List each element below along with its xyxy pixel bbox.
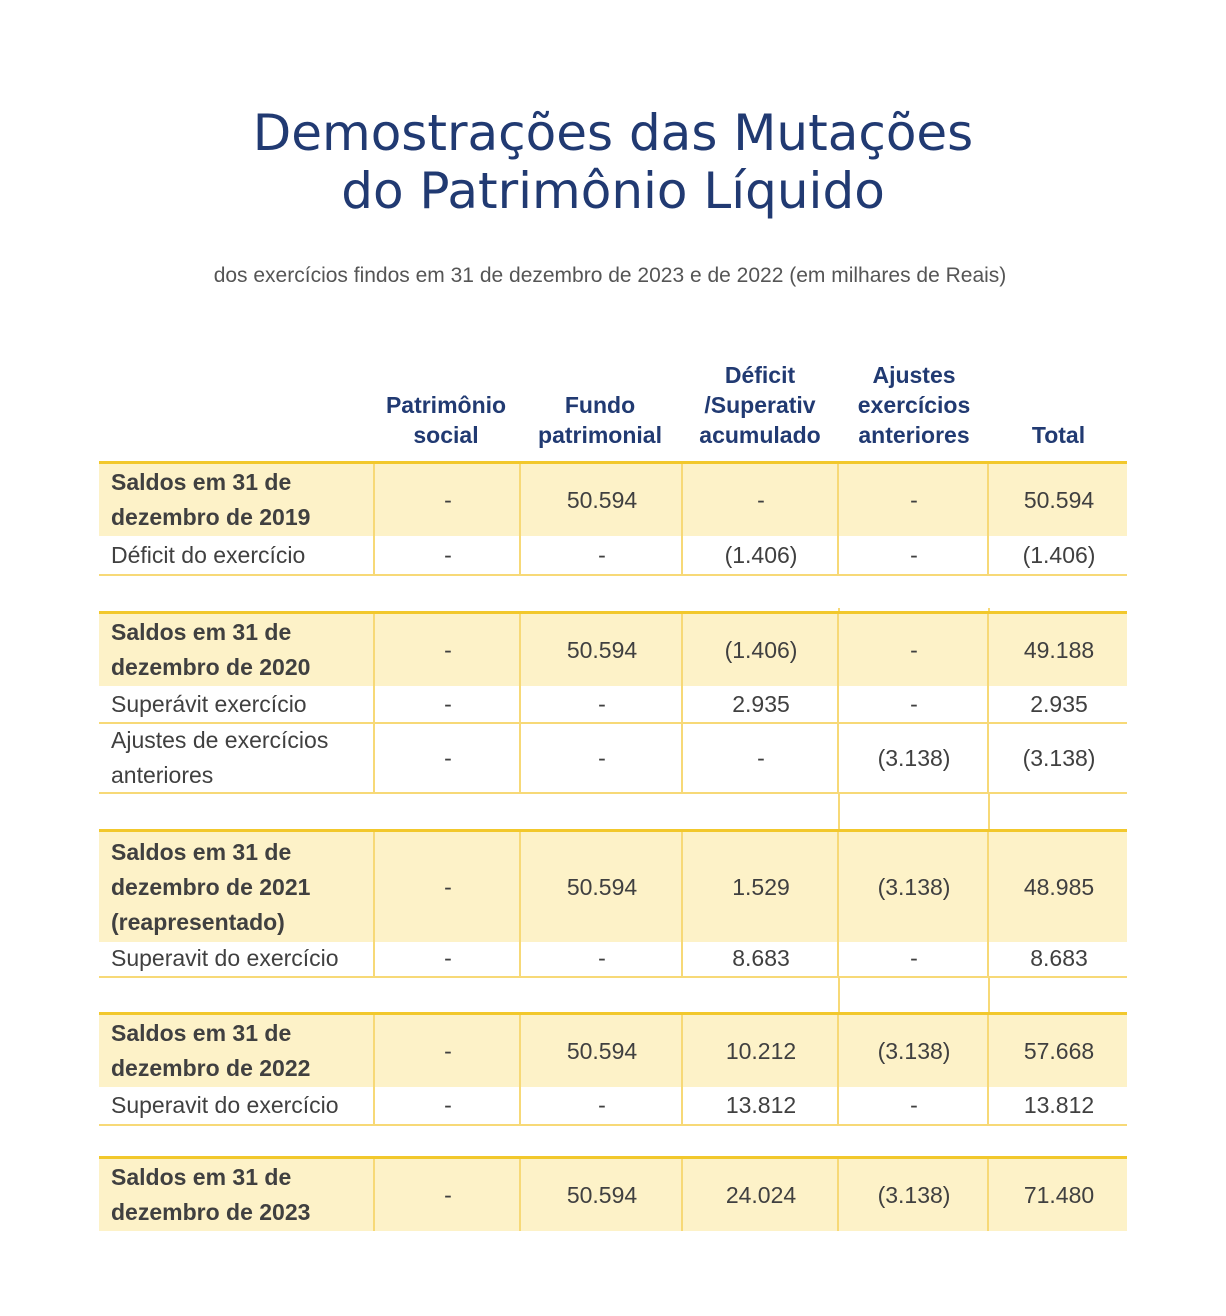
cell-fundo-patrimonial: - <box>519 686 683 722</box>
header-label: Total <box>1031 422 1086 448</box>
header-fundo-patrimonial: Fundo patrimonial <box>520 360 680 450</box>
cell-patrimonio-social: - <box>373 464 521 536</box>
row-label: Saldos em 31 de dezembro de 2021 (reapre… <box>111 838 311 935</box>
cell-ajustes: - <box>837 686 989 722</box>
table-row-saldo-2021: Saldos em 31 de dezembro de 2021 (reapre… <box>99 829 1127 942</box>
row-label: Superavit do exercício <box>111 945 339 971</box>
header-deficit-superavit: Déficit /Superativ acumulado <box>682 360 838 450</box>
cell-patrimonio-social: - <box>373 832 521 942</box>
cell-deficit-superavit: (1.406) <box>681 536 839 574</box>
cell-fundo-patrimonial: - <box>519 536 683 574</box>
cell-total: 8.683 <box>987 941 1129 976</box>
cell-total: (3.138) <box>987 724 1129 792</box>
cell-deficit-superavit: 10.212 <box>681 1015 839 1087</box>
row-label: Saldos em 31 de dezembro de 2022 <box>111 1020 311 1081</box>
column-divider <box>988 793 990 831</box>
page-subtitle: dos exercícios findos em 31 de dezembro … <box>213 264 1007 287</box>
cell-ajustes: - <box>837 614 989 686</box>
cell-ajustes: - <box>837 536 989 574</box>
page-title: Demostrações das Mutações do Patrimônio … <box>0 104 1226 220</box>
cell-fundo-patrimonial: - <box>519 941 683 976</box>
cell-patrimonio-social: - <box>373 686 521 722</box>
cell-deficit-superavit: 13.812 <box>681 1086 839 1124</box>
title-line-1: Demostrações das Mutações <box>252 104 974 162</box>
title-line-2: do Patrimônio Líquido <box>341 162 885 220</box>
cell-deficit-superavit: - <box>681 464 839 536</box>
row-label: Saldos em 31 de dezembro de 2020 <box>111 619 311 680</box>
table-row-deficit-exercicio: Déficit do exercício - - (1.406) - (1.40… <box>99 536 1127 576</box>
header-patrimonio-social: Patrimônio social <box>372 360 520 450</box>
table-row-saldo-2022: Saldos em 31 de dezembro de 2022 - 50.59… <box>99 1012 1127 1087</box>
cell-patrimonio-social: - <box>373 941 521 976</box>
cell-fundo-patrimonial: - <box>519 724 683 792</box>
cell-total: 50.594 <box>987 464 1129 536</box>
cell-fundo-patrimonial: - <box>519 1086 683 1124</box>
cell-ajustes: - <box>837 1086 989 1124</box>
column-divider <box>838 977 840 1014</box>
cell-patrimonio-social: - <box>373 1015 521 1087</box>
cell-total: 57.668 <box>987 1015 1129 1087</box>
header-label: Patrimônio social <box>385 392 507 448</box>
cell-ajustes: (3.138) <box>837 1015 989 1087</box>
column-divider <box>988 977 990 1014</box>
cell-patrimonio-social: - <box>373 1086 521 1124</box>
table-row-superavit-2023: Superavit do exercício - - 13.812 - 13.8… <box>99 1086 1127 1126</box>
row-label: Saldos em 31 de dezembro de 2019 <box>111 469 311 530</box>
row-label: Superavit do exercício <box>111 1091 339 1118</box>
table-row-saldo-2020: Saldos em 31 de dezembro de 2020 - 50.59… <box>99 611 1127 686</box>
cell-patrimonio-social: - <box>373 536 521 574</box>
cell-deficit-superavit: (1.406) <box>681 614 839 686</box>
cell-ajustes: - <box>837 941 989 976</box>
cell-fundo-patrimonial: 50.594 <box>519 614 683 686</box>
cell-ajustes: (3.138) <box>837 832 989 942</box>
table-row-saldo-2023: Saldos em 31 de dezembro de 2023 - 50.59… <box>99 1156 1127 1231</box>
cell-fundo-patrimonial: 50.594 <box>519 1159 683 1231</box>
row-label: Superávit exercício <box>111 690 307 717</box>
header-ajustes: Ajustes exercícios anteriores <box>838 360 990 450</box>
cell-total: 2.935 <box>987 686 1129 722</box>
cell-deficit-superavit: 8.683 <box>681 941 839 976</box>
cell-fundo-patrimonial: 50.594 <box>519 464 683 536</box>
cell-total: 49.188 <box>987 614 1129 686</box>
cell-ajustes: (3.138) <box>837 724 989 792</box>
header-label: Ajustes exercícios anteriores <box>857 362 971 448</box>
cell-fundo-patrimonial: 50.594 <box>519 1015 683 1087</box>
header-label: Fundo patrimonial <box>538 392 662 448</box>
cell-fundo-patrimonial: 50.594 <box>519 832 683 942</box>
row-label: Déficit do exercício <box>111 541 306 568</box>
header-total: Total <box>990 360 1127 450</box>
row-label: Ajustes de exercícios anteriores <box>111 727 329 788</box>
cell-patrimonio-social: - <box>373 1159 521 1231</box>
cell-patrimonio-social: - <box>373 724 521 792</box>
column-divider <box>838 793 840 831</box>
cell-deficit-superavit: 24.024 <box>681 1159 839 1231</box>
cell-ajustes: - <box>837 464 989 536</box>
cell-total: 13.812 <box>987 1086 1129 1124</box>
cell-patrimonio-social: - <box>373 614 521 686</box>
cell-ajustes: (3.138) <box>837 1159 989 1231</box>
table-row-superavit-2022: Superavit do exercício - - 8.683 - 8.683 <box>99 941 1127 978</box>
header-label: Déficit /Superativ acumulado <box>699 362 821 448</box>
cell-total: (1.406) <box>987 536 1129 574</box>
cell-deficit-superavit: - <box>681 724 839 792</box>
cell-deficit-superavit: 1.529 <box>681 832 839 942</box>
row-label: Saldos em 31 de dezembro de 2023 <box>111 1164 311 1225</box>
cell-total: 48.985 <box>987 832 1129 942</box>
cell-total: 71.480 <box>987 1159 1129 1231</box>
table-row-ajustes-anteriores: Ajustes de exercícios anteriores - - - (… <box>99 724 1127 794</box>
table-row-superavit-exercicio: Superávit exercício - - 2.935 - 2.935 <box>99 686 1127 724</box>
cell-deficit-superavit: 2.935 <box>681 686 839 722</box>
table-row-saldo-2019: Saldos em 31 de dezembro de 2019 - 50.59… <box>99 461 1127 536</box>
